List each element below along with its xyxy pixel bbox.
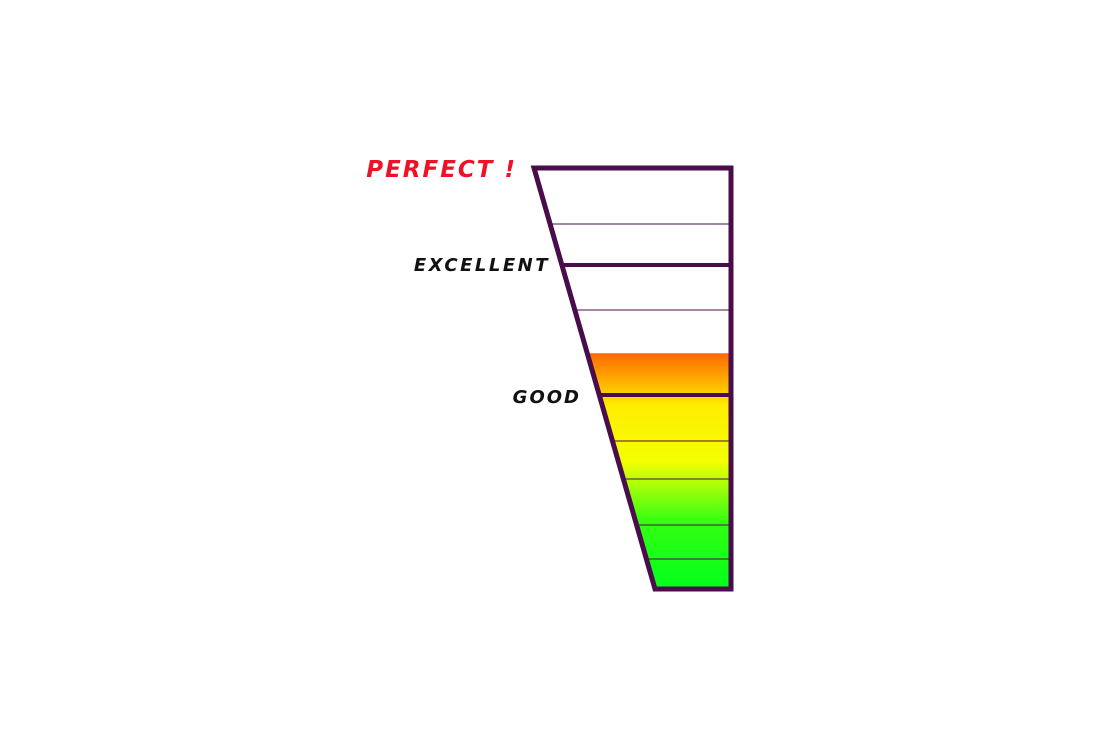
tier-label-good: GOOD	[513, 387, 581, 408]
tier-label-perfect: PERFECT !	[366, 157, 517, 183]
meter-interior	[534, 223, 731, 589]
meter-frame	[530, 165, 734, 592]
tier-label-excellent: EXCELLENT	[414, 255, 550, 276]
meter-tier-lines	[561, 263, 731, 397]
